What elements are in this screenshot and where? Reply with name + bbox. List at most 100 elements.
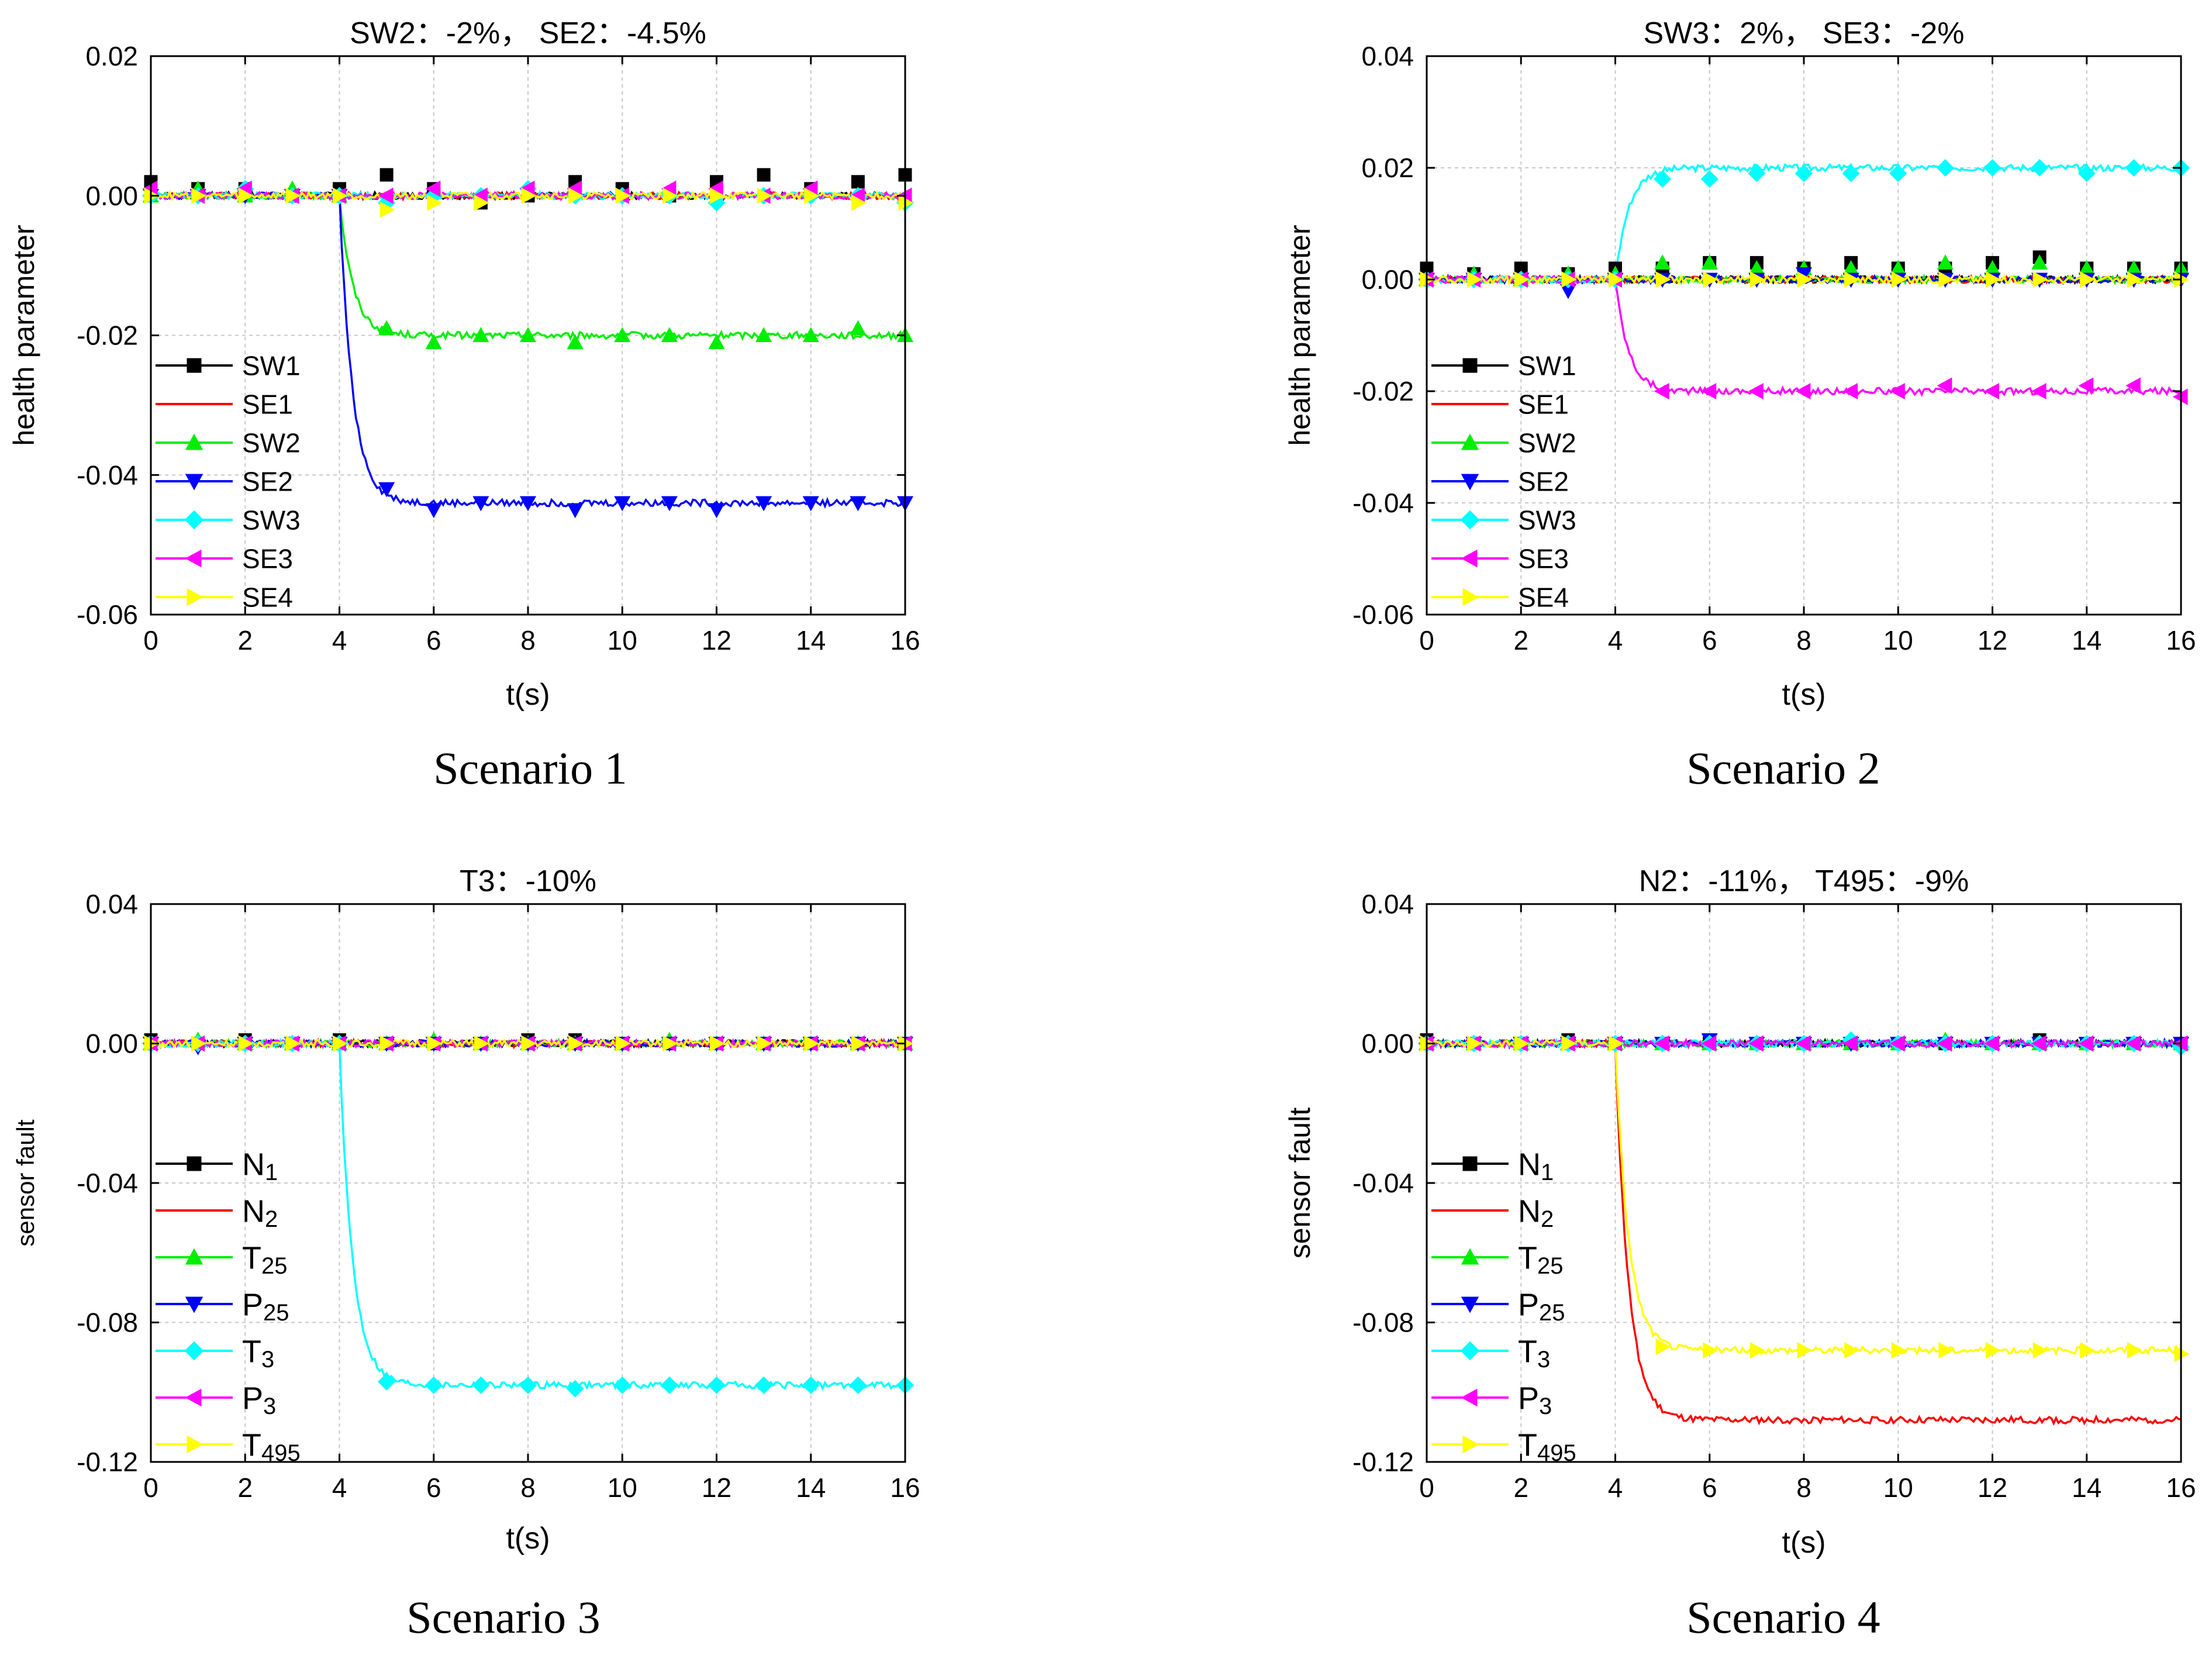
data-point bbox=[660, 1376, 678, 1394]
chart-panel-1: 0 2 4 6 8 10 12 14 16 0.02 0.00 -0.02 -0.04 -0.06 SW2：… bbox=[8, 16, 920, 794]
legend-marker bbox=[187, 358, 202, 373]
data-point bbox=[802, 496, 819, 512]
x-tick-label: 8 bbox=[1796, 625, 1811, 656]
data-point bbox=[1889, 164, 1907, 182]
data-point bbox=[1890, 1035, 1905, 1052]
data-point bbox=[710, 187, 725, 204]
data-point bbox=[755, 496, 772, 512]
y-tick-label: 0.02 bbox=[85, 41, 138, 71]
data-point bbox=[425, 334, 442, 349]
legend-label: SE1 bbox=[1518, 389, 1569, 420]
y-tick-label: 0.04 bbox=[85, 889, 138, 919]
legend-marker bbox=[185, 1296, 203, 1313]
x-tick-label: 16 bbox=[890, 625, 920, 656]
legend-label: SE1 bbox=[242, 389, 293, 420]
data-point bbox=[1938, 271, 1954, 288]
legend-label: T3 bbox=[242, 1334, 274, 1372]
legend-marker bbox=[1462, 1435, 1479, 1454]
y-axis-label: health parameter bbox=[1283, 225, 1316, 446]
data-point bbox=[566, 1379, 584, 1398]
data-point bbox=[2032, 1342, 2048, 1359]
data-point bbox=[474, 194, 489, 211]
data-point bbox=[379, 201, 395, 218]
data-point bbox=[568, 1035, 584, 1052]
y-tick-label: 0.00 bbox=[85, 1029, 138, 1059]
y-tick-label: -0.04 bbox=[77, 1168, 138, 1198]
legend: N1 N2 T25 P25 T3 P3 T495 bbox=[1431, 1147, 1576, 1466]
data-point bbox=[2031, 382, 2047, 400]
x-tick-label: 2 bbox=[1513, 1472, 1528, 1503]
legend-label: T25 bbox=[242, 1240, 287, 1279]
data-point bbox=[1797, 1342, 1813, 1359]
data-point bbox=[1748, 164, 1766, 182]
legend-label: P3 bbox=[1518, 1381, 1552, 1419]
data-point bbox=[757, 168, 771, 182]
legend-marker bbox=[1461, 1296, 1479, 1313]
legend-label: P3 bbox=[242, 1381, 276, 1419]
chart-panel-3: 0 2 4 6 8 10 12 14 16 0.04 0.00 -0.04 -0.08 -0.12 T3：-… bbox=[12, 864, 920, 1643]
data-point bbox=[1609, 271, 1624, 288]
data-point bbox=[1703, 271, 1718, 288]
y-axis-label: sensor fault bbox=[12, 1119, 39, 1246]
x-tick-label: 6 bbox=[1702, 625, 1717, 656]
x-tick-label: 2 bbox=[237, 1472, 253, 1503]
x-tick-label: 12 bbox=[702, 1472, 731, 1503]
x-tick-label: 16 bbox=[890, 1472, 920, 1503]
data-point bbox=[1986, 1342, 2001, 1359]
data-point bbox=[615, 1035, 631, 1052]
data-point bbox=[1938, 1342, 1954, 1359]
data-point bbox=[2127, 271, 2142, 288]
x-tick-label: 10 bbox=[608, 625, 637, 656]
data-point bbox=[1514, 1035, 1530, 1052]
x-tick-label: 12 bbox=[1978, 1472, 2007, 1503]
x-tick-label: 2 bbox=[237, 625, 253, 656]
x-tick-label: 14 bbox=[2072, 625, 2101, 656]
x-tick-label: 0 bbox=[143, 625, 158, 656]
data-point bbox=[2031, 158, 2049, 177]
data-point bbox=[1701, 1035, 1717, 1052]
legend-marker bbox=[1461, 1388, 1478, 1407]
legend-marker bbox=[185, 433, 203, 450]
data-point bbox=[851, 1035, 867, 1052]
y-tick-label: 0.00 bbox=[1361, 1029, 1414, 1059]
x-tick-label: 8 bbox=[1796, 1472, 1811, 1503]
data-point bbox=[378, 482, 395, 498]
data-point bbox=[1654, 1035, 1669, 1052]
y-tick-label: -0.08 bbox=[1352, 1308, 1414, 1338]
legend-marker bbox=[187, 588, 203, 606]
data-point bbox=[238, 187, 254, 204]
data-point bbox=[804, 187, 819, 204]
data-point bbox=[1654, 382, 1669, 400]
legend-marker bbox=[1461, 474, 1479, 491]
data-point bbox=[285, 1035, 301, 1052]
legend-marker bbox=[184, 510, 204, 530]
data-point bbox=[851, 194, 867, 211]
data-point bbox=[1891, 1342, 1907, 1359]
data-point bbox=[1701, 254, 1718, 270]
data-point bbox=[1984, 1035, 1999, 1052]
data-point bbox=[1842, 382, 1858, 400]
data-point bbox=[333, 187, 348, 204]
data-point bbox=[425, 1376, 443, 1394]
data-point bbox=[378, 1372, 396, 1391]
legend-marker bbox=[1460, 1341, 1480, 1361]
data-point bbox=[567, 503, 584, 519]
data-point bbox=[379, 168, 394, 182]
legend-marker bbox=[1460, 510, 1480, 530]
legend-label: SE4 bbox=[1518, 582, 1569, 613]
data-point bbox=[2127, 1342, 2142, 1359]
y-tick-label: 0.02 bbox=[1361, 153, 1414, 183]
x-tick-label: 4 bbox=[1608, 625, 1623, 656]
y-tick-label: -0.04 bbox=[77, 460, 138, 490]
data-point bbox=[1844, 1342, 1859, 1359]
legend-label: T25 bbox=[1518, 1240, 1563, 1279]
y-tick-label: -0.06 bbox=[1352, 599, 1414, 630]
data-point bbox=[1467, 1035, 1482, 1052]
scenario-caption: Scenario 2 bbox=[1686, 743, 1880, 794]
legend: N1 N2 T25 P25 T3 P3 T495 bbox=[156, 1147, 301, 1466]
legend: SW1 SE1 SW2 SE2 SW3 SE3 SE4 bbox=[1431, 351, 1576, 613]
data-point bbox=[2078, 1035, 2094, 1052]
data-point bbox=[2078, 377, 2094, 394]
data-point bbox=[1748, 1035, 1764, 1052]
legend-label: SW3 bbox=[1518, 505, 1576, 536]
